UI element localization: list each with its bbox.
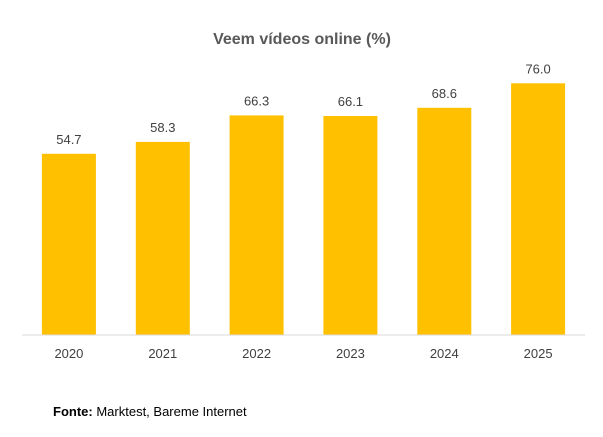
x-tick-labels-group: 2020 2021 2022 2023 2024 2025 bbox=[54, 346, 552, 361]
bar-2022 bbox=[229, 115, 284, 336]
data-label-2021: 58.3 bbox=[150, 120, 175, 135]
source-text: Marktest, Bareme Internet bbox=[96, 404, 247, 419]
data-label-2024: 68.6 bbox=[432, 86, 457, 101]
data-label-2020: 54.7 bbox=[56, 132, 81, 147]
bar-2024 bbox=[417, 107, 472, 335]
source-label: Fonte: bbox=[53, 404, 93, 419]
data-label-2023: 66.1 bbox=[338, 94, 363, 109]
data-label-2025: 76.0 bbox=[525, 61, 550, 76]
x-tick-label-2023: 2023 bbox=[336, 346, 365, 361]
bar-2025 bbox=[511, 83, 566, 336]
bar-2020 bbox=[41, 153, 96, 335]
data-labels-group: 54.7 58.3 66.3 66.1 68.6 76.0 bbox=[56, 61, 551, 147]
x-tick-label-2020: 2020 bbox=[54, 346, 83, 361]
x-tick-label-2022: 2022 bbox=[242, 346, 271, 361]
bar-2021 bbox=[135, 141, 190, 335]
bar-2023 bbox=[323, 116, 378, 335]
x-tick-label-2021: 2021 bbox=[148, 346, 177, 361]
chart-title: Veem vídeos online (%) bbox=[213, 31, 391, 48]
x-tick-label-2025: 2025 bbox=[524, 346, 553, 361]
bars-group bbox=[41, 83, 566, 336]
source-note: Fonte: Marktest, Bareme Internet bbox=[53, 404, 247, 419]
data-label-2022: 66.3 bbox=[244, 93, 269, 108]
x-tick-label-2024: 2024 bbox=[430, 346, 459, 361]
